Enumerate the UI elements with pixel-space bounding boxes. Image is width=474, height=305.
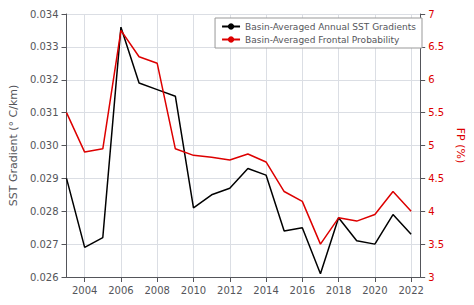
svg-text:0.034: 0.034 <box>30 9 59 20</box>
svg-text:2020: 2020 <box>362 285 387 296</box>
svg-text:Basin-Averaged Annual SST Grad: Basin-Averaged Annual SST Gradients <box>245 22 416 32</box>
svg-text:Basin-Averaged Frontal Probabi: Basin-Averaged Frontal Probability <box>245 35 400 45</box>
svg-text:0.027: 0.027 <box>30 239 59 250</box>
svg-text:3.5: 3.5 <box>428 239 444 250</box>
svg-text:2016: 2016 <box>290 285 315 296</box>
svg-text:2018: 2018 <box>326 285 351 296</box>
svg-text:2008: 2008 <box>144 285 169 296</box>
svg-text:0.029: 0.029 <box>30 173 59 184</box>
svg-text:2006: 2006 <box>108 285 133 296</box>
svg-text:2014: 2014 <box>253 285 278 296</box>
svg-text:2022: 2022 <box>398 285 423 296</box>
svg-text:2010: 2010 <box>181 285 206 296</box>
svg-text:4.5: 4.5 <box>428 173 444 184</box>
svg-text:0.026: 0.026 <box>30 272 59 283</box>
svg-text:4: 4 <box>428 206 434 217</box>
svg-text:6.5: 6.5 <box>428 41 444 52</box>
svg-text:5: 5 <box>428 140 434 151</box>
svg-text:3: 3 <box>428 272 434 283</box>
svg-text:2004: 2004 <box>72 285 97 296</box>
svg-text:0.030: 0.030 <box>30 140 59 151</box>
svg-text:0.031: 0.031 <box>30 107 59 118</box>
svg-text:0.032: 0.032 <box>30 74 59 85</box>
svg-text:2012: 2012 <box>217 285 242 296</box>
svg-text:FP (%): FP (%) <box>454 128 467 164</box>
svg-text:0.028: 0.028 <box>30 206 59 217</box>
svg-text:5.5: 5.5 <box>428 107 444 118</box>
svg-text:6: 6 <box>428 74 434 85</box>
svg-text:SST Gradient (° C/km): SST Gradient (° C/km) <box>7 85 20 207</box>
svg-text:0.033: 0.033 <box>30 41 59 52</box>
svg-text:7: 7 <box>428 9 434 20</box>
